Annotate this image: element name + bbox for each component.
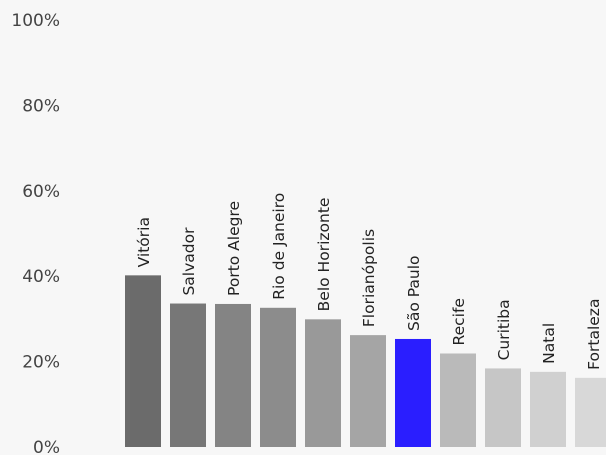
y-tick-label: 80% [22, 96, 60, 116]
category-label: Salvador [180, 227, 198, 296]
category-labels: Vitória Salvador Porto Alegre Rio de Janeir… [135, 193, 603, 370]
category-label: Belo Horizonte [315, 198, 333, 312]
y-tick-label: 100% [11, 11, 60, 31]
bar [260, 307, 296, 447]
category-label: Fortaleza [585, 299, 603, 370]
bar [440, 353, 476, 447]
category-label: Natal [540, 323, 558, 364]
category-label: Curitiba [495, 299, 513, 360]
category-label: São Paulo [405, 255, 423, 331]
bar [215, 303, 251, 447]
bar [395, 338, 431, 447]
y-tick-label: 0% [33, 438, 60, 455]
y-axis: 0% 20% 40% 60% 80% 100% [11, 11, 60, 455]
category-label: Recife [450, 298, 468, 345]
bar [125, 275, 161, 447]
bars [125, 275, 606, 447]
category-label: Rio de Janeiro [270, 193, 288, 300]
bar [530, 371, 566, 447]
bar [575, 377, 606, 447]
y-tick-label: 60% [22, 182, 60, 202]
bar [305, 319, 341, 447]
bar [350, 335, 386, 447]
y-tick-label: 40% [22, 267, 60, 287]
category-label: Porto Alegre [225, 201, 243, 296]
category-label: Vitória [135, 217, 153, 267]
bar [170, 303, 206, 447]
category-label: Florianópolis [360, 229, 378, 327]
y-tick-label: 20% [22, 353, 60, 373]
bar [485, 368, 521, 447]
